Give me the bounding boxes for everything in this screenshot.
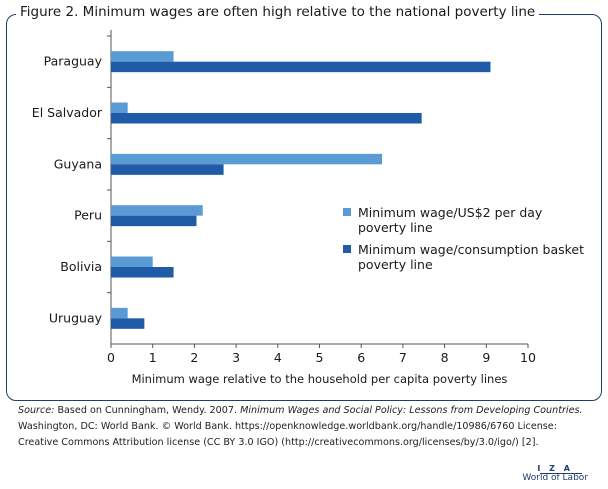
legend-label-2: poverty line (358, 257, 433, 272)
category-label-bolivia: Bolivia (60, 259, 102, 274)
x-tick-label-10: 10 (520, 350, 536, 365)
x-axis-label: Minimum wage relative to the household p… (132, 372, 508, 386)
legend-swatch-2 (343, 245, 351, 253)
legend-label-1: poverty line (358, 220, 433, 235)
source-text-1: Based on Cunningham, Wendy. 2007. (54, 405, 241, 416)
category-label-uruguay: Uruguay (49, 310, 103, 325)
source-text-2: Washington, DC: World Bank. © World Bank… (18, 421, 557, 448)
x-tick-label-8: 8 (441, 350, 449, 365)
bar-peru-series-1 (111, 205, 203, 216)
source-caption: Source: Based on Cunningham, Wendy. 2007… (18, 403, 593, 451)
x-tick-label-0: 0 (107, 350, 115, 365)
legend-label-1: Minimum wage/US$2 per day (358, 205, 543, 220)
logo-wol-text: World of Labor (522, 473, 588, 483)
logo-iza-text: I Z A (537, 464, 573, 473)
category-label-el-salvador: El Salvador (32, 105, 103, 120)
category-label-guyana: Guyana (54, 156, 102, 171)
source-label: Source: (18, 405, 55, 416)
x-tick-label-1: 1 (149, 350, 157, 365)
category-label-paraguay: Paraguay (44, 54, 103, 69)
x-tick-label-4: 4 (274, 350, 282, 365)
source-title: Minimum Wages and Social Policy: Lessons… (240, 405, 583, 416)
bar-guyana-series-1 (111, 153, 383, 165)
legend-swatch-1 (343, 208, 351, 216)
bar-el-salvador-series-1 (111, 102, 128, 113)
x-tick-label-7: 7 (399, 350, 407, 365)
bar-bolivia-series-2 (111, 267, 174, 278)
bar-uruguay-series-1 (111, 307, 128, 319)
figure-title: Figure 2. Minimum wages are often high r… (16, 4, 540, 20)
x-tick-label-6: 6 (357, 350, 365, 365)
bar-guyana-series-2 (111, 164, 224, 175)
logo-divider (540, 473, 582, 474)
bar-el-salvador-series-2 (111, 113, 422, 124)
x-tick-label-2: 2 (190, 350, 198, 365)
legend-label-2: Minimum wage/consumption basket (358, 242, 584, 257)
x-tick-label-9: 9 (482, 350, 490, 365)
bar-chart: 0 1 2 3 4 5 6 7 8 9 10 Minimum wage relative to the… (32, 30, 584, 386)
x-tick-label-5: 5 (316, 350, 324, 365)
x-tick-label-3: 3 (232, 350, 240, 365)
bar-uruguay-series-2 (111, 318, 145, 329)
bar-paraguay-series-2 (111, 61, 491, 73)
iza-logo: I Z A World of Labor (522, 464, 588, 483)
bar-paraguay-series-1 (111, 51, 174, 62)
category-label-peru: Peru (74, 208, 102, 223)
bar-peru-series-2 (111, 215, 197, 227)
bar-bolivia-series-1 (111, 256, 153, 267)
